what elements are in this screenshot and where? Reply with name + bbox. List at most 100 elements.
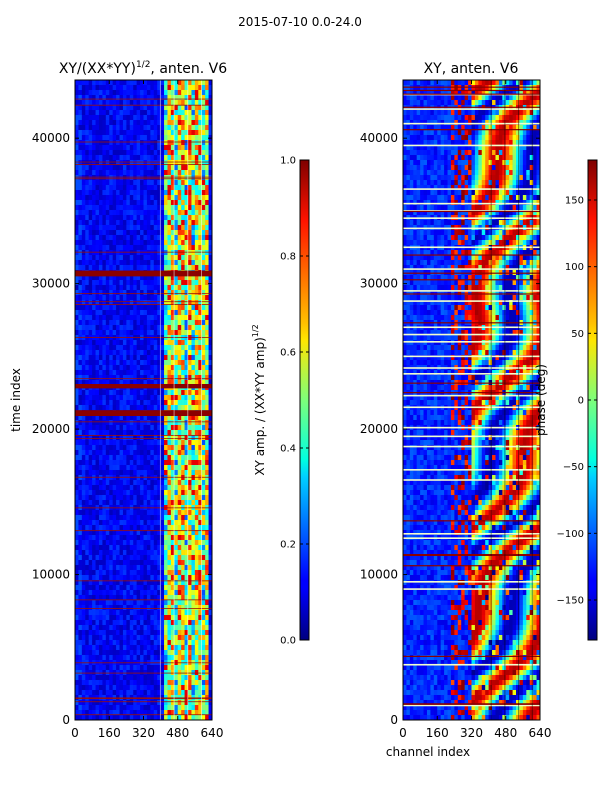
left-heatmap-cell	[157, 510, 161, 516]
left-heatmap-cell	[78, 275, 83, 281]
left-heatmap-cell	[105, 220, 110, 226]
left-heatmap-cell	[78, 330, 83, 336]
left-heatmap-cell	[198, 495, 203, 501]
left-heatmap-cell	[164, 490, 168, 496]
left-heatmap-cell	[143, 670, 148, 676]
left-heatmap-cell	[170, 580, 175, 586]
left-heatmap-cell	[109, 100, 113, 106]
left-heatmap-cell	[184, 165, 189, 171]
left-heatmap-cell	[98, 425, 103, 431]
left-heatmap-cell	[164, 640, 168, 646]
left-heatmap-cell	[194, 115, 199, 121]
left-heatmap-cell	[174, 535, 179, 541]
left-heatmap-cell	[102, 170, 107, 176]
left-heatmap-cell	[177, 305, 182, 311]
left-heatmap-cell	[133, 580, 137, 586]
left-heatmap-cell	[75, 235, 79, 241]
left-heatmap-cell	[140, 200, 144, 206]
left-heatmap-cell	[181, 120, 185, 126]
left-heatmap-cell	[194, 515, 199, 521]
left-heatmap-cell	[205, 365, 209, 371]
left-heatmap-cell	[194, 580, 199, 586]
left-heatmap-cell	[188, 485, 192, 491]
left-heatmap-cell	[177, 175, 182, 181]
left-heatmap-cell	[153, 215, 158, 221]
left-heatmap-cell	[75, 545, 79, 551]
left-heatmap-cell	[194, 255, 199, 261]
left-heatmap-cell	[208, 220, 212, 226]
left-heatmap-cell	[102, 220, 107, 226]
left-heatmap-cell	[181, 240, 185, 246]
left-heatmap-cell	[109, 180, 113, 186]
left-heatmap-cell	[184, 550, 189, 556]
left-heatmap-cell	[98, 605, 103, 611]
left-heatmap-cell	[133, 205, 137, 211]
left-heatmap-cell	[205, 465, 209, 471]
left-heatmap-cell	[157, 545, 161, 551]
left-heatmap-cell	[122, 495, 127, 501]
left-heatmap-cell	[181, 690, 185, 696]
left-heatmap-cell	[88, 110, 93, 116]
left-heatmap-cell	[153, 540, 158, 546]
left-heatmap-cell	[109, 545, 113, 551]
left-heatmap-cell	[133, 115, 137, 121]
left-heatmap-cell	[81, 220, 86, 226]
left-heatmap-cell	[140, 350, 144, 356]
left-heatmap-cell	[164, 570, 168, 576]
left-heatmap-cell	[140, 430, 144, 436]
left-heatmap-cell	[92, 150, 96, 156]
left-heatmap-cell	[75, 550, 79, 556]
left-heatmap-cell	[88, 130, 93, 136]
left-heatmap-cell	[92, 115, 96, 121]
left-heatmap-cell	[122, 265, 127, 271]
left-heatmap-cell	[143, 180, 148, 186]
left-heatmap-cell	[191, 150, 196, 156]
left-heatmap-cell	[126, 345, 131, 351]
left-heatmap-cell	[88, 150, 93, 156]
left-heatmap-cell	[92, 645, 96, 651]
left-heatmap-cell	[167, 140, 172, 146]
left-heatmap-cell	[201, 130, 206, 136]
left-heatmap-cell	[78, 470, 83, 476]
left-heatmap-cell	[150, 360, 155, 366]
left-heatmap-cell	[78, 415, 83, 421]
left-heatmap-cell	[153, 490, 158, 496]
left-heatmap-cell	[177, 690, 182, 696]
left-heatmap-cell	[177, 350, 182, 356]
left-heatmap-cell	[167, 340, 172, 346]
left-heatmap-cell	[194, 120, 199, 126]
left-heatmap-cell	[164, 380, 168, 386]
left-heatmap-cell	[75, 685, 79, 691]
left-heatmap-cell	[81, 325, 86, 331]
left-heatmap-cell	[205, 320, 209, 326]
left-heatmap-cell	[160, 405, 165, 411]
left-heatmap-cell	[136, 535, 141, 541]
left-heatmap-cell	[205, 515, 209, 521]
left-heatmap-cell	[177, 430, 182, 436]
left-heatmap-cell	[140, 675, 144, 681]
left-heatmap-cell	[116, 690, 120, 696]
left-heatmap-cell	[105, 240, 110, 246]
left-heatmap-cell	[177, 525, 182, 531]
left-heatmap-cell	[188, 165, 192, 171]
left-heatmap-cell	[129, 465, 134, 471]
left-heatmap-cell	[170, 105, 175, 111]
left-heatmap-cell	[98, 145, 103, 151]
left-heatmap-cell	[164, 240, 168, 246]
left-heatmap-cell	[160, 580, 165, 586]
left-heatmap-cell	[92, 680, 96, 686]
left-heatmap-cell	[170, 285, 175, 291]
left-heatmap-cell	[116, 400, 120, 406]
left-heatmap-cell	[92, 205, 96, 211]
left-heatmap-cell	[181, 700, 185, 706]
left-heatmap-cell	[174, 680, 179, 686]
left-heatmap-cell	[92, 345, 96, 351]
left-heatmap-cell	[75, 160, 79, 166]
left-heatmap-cell	[122, 165, 127, 171]
left-heatmap-cell	[188, 105, 192, 111]
left-heatmap-cell	[95, 435, 100, 441]
left-heatmap-cell	[160, 260, 165, 266]
left-heatmap-cell	[85, 275, 89, 281]
left-heatmap-cell	[191, 485, 196, 491]
left-heatmap-cell	[201, 395, 206, 401]
